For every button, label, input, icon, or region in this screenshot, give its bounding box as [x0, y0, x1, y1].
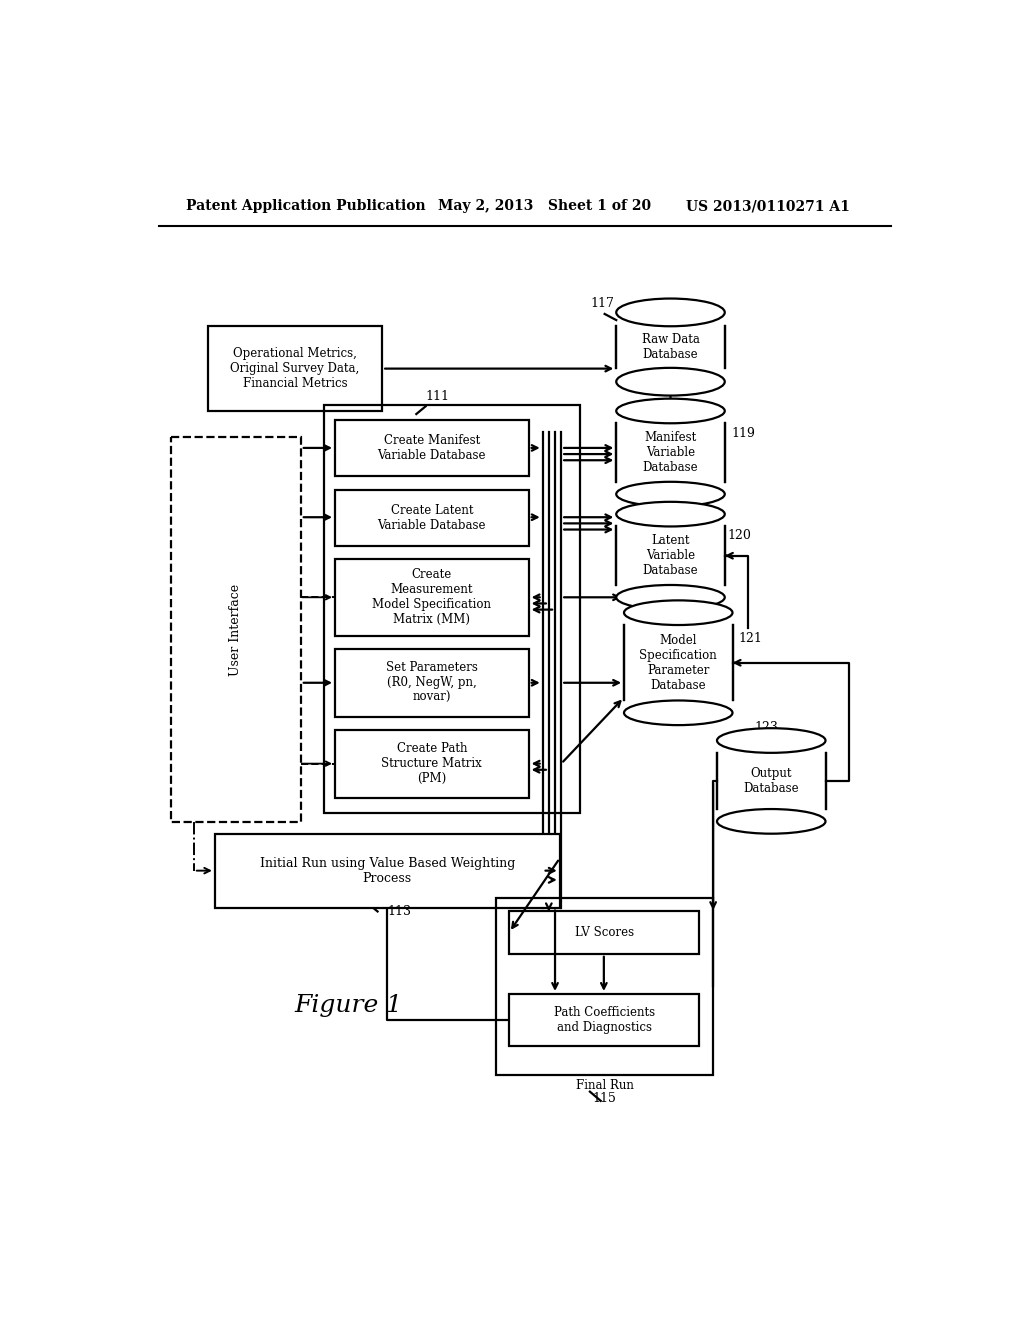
Text: 123: 123 [755, 721, 778, 734]
Text: 111: 111 [426, 391, 450, 403]
Ellipse shape [624, 701, 732, 725]
Bar [335, 558, 528, 636]
Text: 120: 120 [727, 529, 751, 541]
Ellipse shape [717, 729, 825, 752]
Text: LV Scores: LV Scores [574, 927, 634, 939]
Bar [509, 911, 699, 954]
Ellipse shape [616, 399, 725, 424]
Text: Latent
Variable
Database: Latent Variable Database [643, 535, 698, 577]
Text: Output
Database: Output Database [743, 767, 799, 795]
Bar [616, 527, 725, 585]
Bar [335, 490, 528, 545]
Bar [616, 424, 725, 482]
Text: 115: 115 [593, 1093, 616, 1105]
Text: Initial Run using Value Based Weighting
Process: Initial Run using Value Based Weighting … [259, 857, 515, 884]
Text: Create
Measurement
Model Specification
Matrix (MM): Create Measurement Model Specification M… [373, 569, 492, 626]
Text: Operational Metrics,
Original Survey Data,
Financial Metrics: Operational Metrics, Original Survey Dat… [230, 347, 359, 391]
Text: Create Manifest
Variable Database: Create Manifest Variable Database [378, 434, 486, 462]
Bar [215, 834, 560, 908]
Bar [509, 994, 699, 1047]
Text: Create Path
Structure Matrix
(PM): Create Path Structure Matrix (PM) [381, 742, 482, 785]
Text: 119: 119 [731, 428, 755, 440]
Ellipse shape [616, 298, 725, 326]
Ellipse shape [717, 809, 825, 834]
Bar [208, 326, 382, 411]
Text: 121: 121 [738, 632, 763, 645]
Bar [496, 898, 713, 1074]
Text: 113: 113 [388, 904, 412, 917]
Text: Patent Application Publication: Patent Application Publication [186, 199, 426, 213]
Text: Final Run: Final Run [575, 1078, 634, 1092]
Text: Create Latent
Variable Database: Create Latent Variable Database [378, 504, 486, 532]
Ellipse shape [616, 585, 725, 610]
Bar [324, 405, 580, 813]
Bar [335, 730, 528, 797]
Text: Model
Specification
Parameter
Database: Model Specification Parameter Database [639, 634, 717, 692]
Ellipse shape [616, 368, 725, 396]
Text: Path Coefficients
and Diagnostics: Path Coefficients and Diagnostics [554, 1006, 654, 1034]
Text: User Interface: User Interface [229, 583, 243, 676]
Text: Raw Data
Database: Raw Data Database [642, 333, 699, 362]
Ellipse shape [624, 601, 732, 626]
Text: Figure 1: Figure 1 [295, 994, 402, 1016]
Text: 117: 117 [591, 297, 614, 310]
Ellipse shape [616, 502, 725, 527]
Bar [616, 326, 725, 368]
Bar [171, 437, 301, 822]
Bar [717, 752, 825, 809]
Ellipse shape [616, 482, 725, 507]
Text: Manifest
Variable
Database: Manifest Variable Database [643, 432, 698, 474]
Bar [624, 626, 732, 701]
Text: May 2, 2013   Sheet 1 of 20: May 2, 2013 Sheet 1 of 20 [438, 199, 651, 213]
Text: Set Parameters
(R0, NegW, pn,
novar): Set Parameters (R0, NegW, pn, novar) [386, 661, 478, 705]
Text: US 2013/0110271 A1: US 2013/0110271 A1 [686, 199, 850, 213]
Bar [335, 649, 528, 717]
Bar [335, 420, 528, 477]
